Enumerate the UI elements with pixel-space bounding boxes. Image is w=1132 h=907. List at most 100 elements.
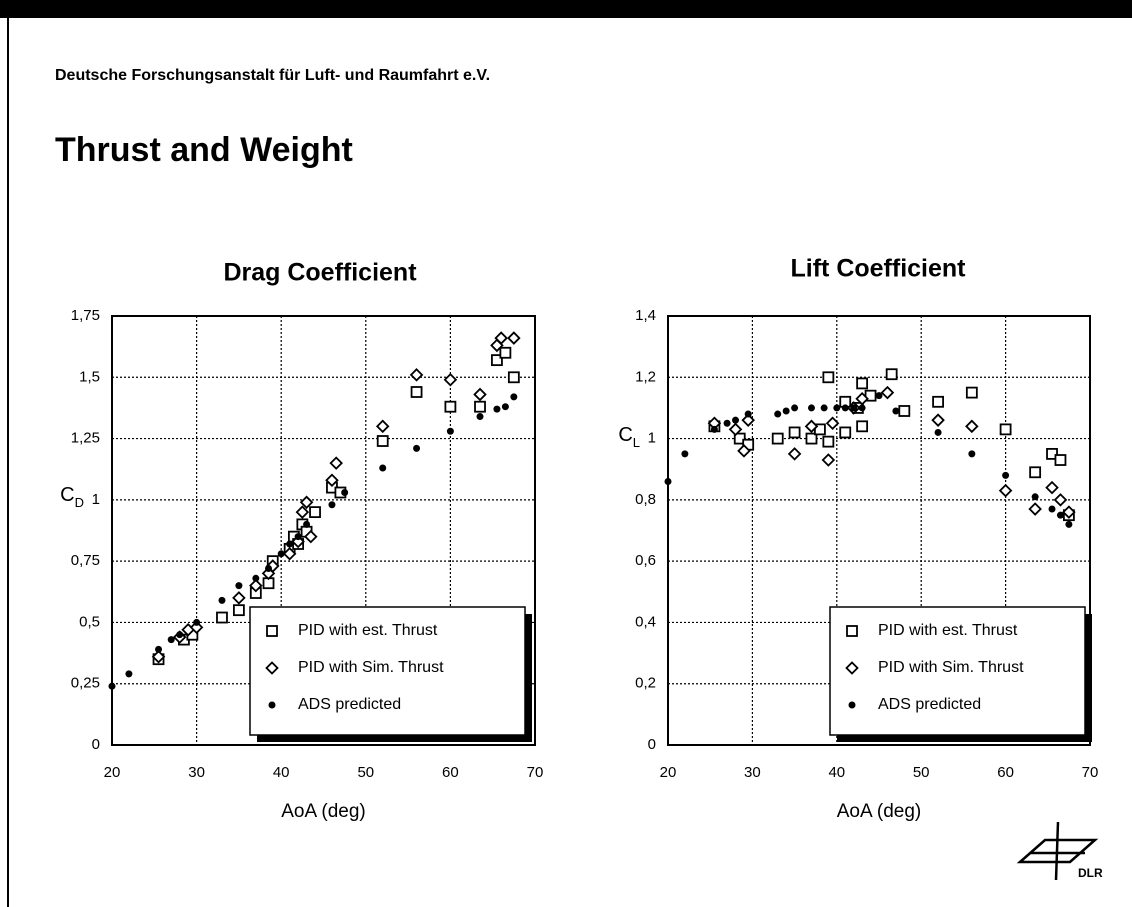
diamond-point [232, 591, 246, 605]
y-tick-label: 0,6 [635, 552, 656, 569]
dot-point [892, 407, 900, 415]
diamond-point [737, 444, 751, 458]
legend-marker [846, 625, 858, 637]
diamond-point [1028, 502, 1042, 516]
diamond-point [1053, 493, 1068, 507]
dot-point [664, 477, 672, 485]
legend-label: PID with est. Thrust [298, 622, 438, 639]
diamond-point [728, 422, 743, 437]
dot-point [252, 574, 260, 582]
diamond-point [189, 620, 204, 635]
dot-point [1031, 493, 1039, 501]
dot-point [1002, 471, 1010, 479]
dot-point [176, 631, 184, 639]
square-point [499, 346, 512, 359]
x-tick-label: 50 [913, 764, 930, 781]
dot-point [681, 450, 689, 458]
y-axis-label: CL [618, 424, 640, 450]
y-tick-label: 1,25 [71, 430, 100, 447]
diamond-point [329, 456, 343, 470]
square-point [232, 604, 245, 617]
y-tick-label: 1 [92, 491, 100, 508]
diamond-point [931, 413, 945, 427]
legend-marker [265, 661, 279, 675]
logo-line [1054, 821, 1060, 881]
x-tick-label: 20 [104, 764, 121, 781]
legend-label: PID with est. Thrust [878, 622, 1018, 639]
diamond-point [291, 534, 305, 549]
square-point [771, 432, 784, 445]
dot-point [732, 416, 740, 424]
square-point [898, 405, 911, 417]
y-tick-label: 0,4 [635, 613, 656, 630]
dot-point [294, 533, 302, 541]
dot-point [723, 419, 731, 427]
dlr-logo [1016, 821, 1099, 881]
dot-point [782, 407, 790, 415]
x-axis-label: AoA (deg) [837, 801, 922, 822]
dot-point [235, 582, 243, 590]
legend-box [249, 606, 526, 736]
dot-point [850, 404, 858, 412]
diamond-point [855, 391, 869, 406]
legend-label: PID with Sim. Thrust [878, 659, 1024, 676]
y-tick-label: 0 [648, 736, 656, 753]
square-point [856, 377, 869, 390]
dot-point [265, 564, 273, 572]
y-tick-label: 1 [648, 430, 656, 447]
diamond-point [507, 331, 521, 345]
dot-point [774, 410, 782, 418]
plot-frame [667, 315, 1091, 746]
square-point [474, 400, 486, 413]
dot-point [968, 450, 976, 458]
y-label-sub: L [633, 435, 640, 450]
logo-wing [1016, 838, 1099, 864]
legend-box [829, 606, 1086, 736]
dot-point [934, 428, 942, 436]
diamond-point [409, 368, 424, 382]
legend-marker [268, 701, 276, 709]
diamond-point [998, 483, 1013, 498]
diamond-point [295, 505, 310, 519]
x-tick-label: 40 [273, 764, 290, 781]
diamond-point [1045, 480, 1059, 495]
diamond-point [282, 547, 297, 561]
dot-point [875, 392, 883, 400]
dot-point [791, 404, 799, 412]
square-point [1054, 454, 1067, 466]
x-tick-label: 70 [1082, 764, 1099, 781]
diamond-point [494, 331, 508, 345]
square-point [965, 386, 978, 399]
dot-point [493, 405, 501, 413]
dot-point [218, 596, 226, 604]
y-tick-label: 0,8 [635, 491, 656, 508]
legend-label: ADS predicted [878, 696, 981, 713]
dot-point [710, 425, 718, 433]
diamond-point [325, 473, 339, 488]
dot-point [167, 636, 175, 644]
y-tick-label: 0,5 [79, 613, 100, 630]
square-point [410, 386, 423, 398]
x-tick-label: 60 [997, 764, 1014, 781]
diamond-point [304, 529, 318, 544]
legend-marker [848, 701, 856, 709]
dot-point [108, 682, 116, 690]
slide-title: Thrust and Weight [55, 131, 353, 169]
dot-point [510, 393, 518, 401]
square-point [788, 426, 801, 439]
x-tick-label: 60 [442, 764, 459, 781]
y-tick-label: 0,75 [71, 552, 100, 569]
dot-point [379, 464, 387, 472]
x-axis-label: AoA (deg) [281, 801, 366, 822]
x-tick-label: 40 [828, 764, 845, 781]
square-point [932, 395, 944, 408]
dot-point [744, 410, 752, 418]
dot-point [807, 404, 815, 412]
plot-frame [111, 315, 536, 746]
chart-title: Drag Coefficient [223, 259, 417, 287]
diamond-point [825, 416, 840, 431]
square-point [376, 435, 389, 447]
diamond-point [151, 649, 166, 664]
dot-point [858, 404, 866, 412]
